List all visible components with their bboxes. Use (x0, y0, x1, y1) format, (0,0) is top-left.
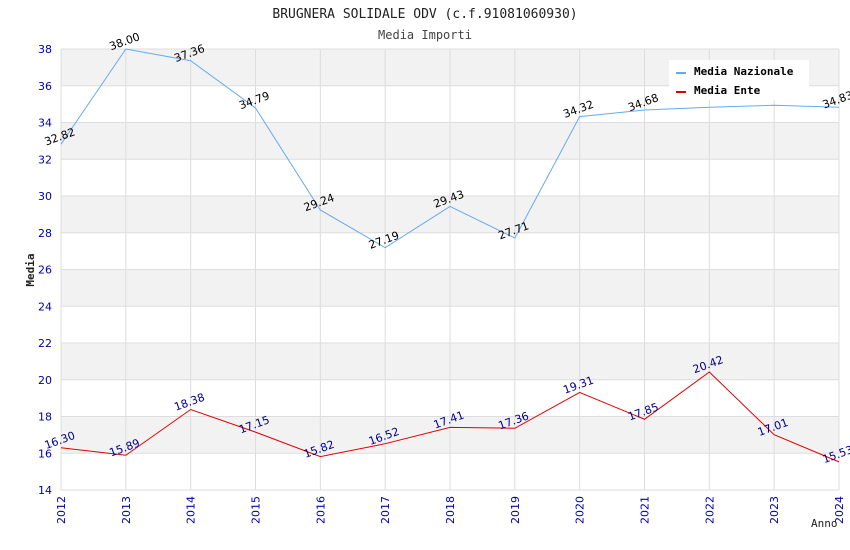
x-tick-label: 2016 (314, 496, 327, 524)
legend: Media Nazionale Media Ente (669, 60, 809, 100)
x-tick-label: 2017 (379, 496, 392, 524)
x-tick-label: 2013 (120, 496, 133, 524)
legend-label-media-nazionale: Media Nazionale (694, 65, 794, 78)
series-line-media-ente (60, 371, 840, 463)
series-line-media-nazionale (60, 48, 840, 249)
x-axis-tick-labels: 2012 2013 2014 2015 2016 2017 2018 2019 2020 2021… (55, 496, 846, 524)
y-tick-label: 22 (38, 337, 52, 350)
x-tick-label: 2018 (444, 496, 457, 524)
chart-title: BRUGNERA SOLIDALE ODV (c.f.91081060930) (272, 7, 577, 22)
x-tick-label: 2014 (185, 496, 198, 524)
x-axis-title: Anno (811, 517, 838, 530)
y-tick-label: 36 (38, 80, 52, 93)
y-tick-label: 38 (38, 43, 52, 56)
y-tick-label: 20 (38, 374, 52, 387)
x-tick-label: 2022 (703, 496, 716, 524)
y-tick-label: 24 (38, 300, 52, 313)
x-tick-label: 2021 (639, 496, 652, 524)
y-axis-title: Media (24, 253, 37, 286)
series-lines (60, 48, 840, 463)
x-tick-label: 2024 (833, 496, 846, 524)
chart-subtitle: Media Importi (378, 28, 472, 42)
y-tick-label: 34 (38, 117, 52, 130)
y-tick-label: 26 (38, 264, 52, 277)
y-tick-label: 28 (38, 227, 52, 240)
y-tick-label: 14 (38, 484, 52, 497)
y-tick-label: 18 (38, 411, 52, 424)
x-tick-label: 2023 (768, 496, 781, 524)
x-tick-label: 2020 (574, 496, 587, 524)
x-tick-label: 2019 (509, 496, 522, 524)
legend-label-media-ente: Media Ente (694, 84, 761, 97)
y-tick-label: 16 (38, 447, 52, 460)
x-tick-label: 2015 (250, 496, 263, 524)
grid-lines (60, 48, 840, 491)
y-axis-tick-labels: 14 16 18 20 22 24 26 28 30 32 34 36 38 (38, 43, 52, 497)
y-tick-label: 30 (38, 190, 52, 203)
x-tick-label: 2012 (55, 496, 68, 524)
y-tick-label: 32 (38, 153, 52, 166)
legend-box (669, 60, 809, 100)
